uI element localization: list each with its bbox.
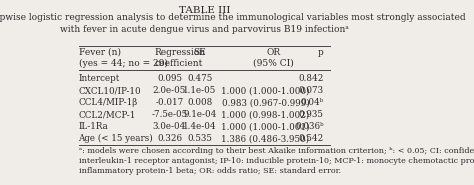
Text: 9.1e-04: 9.1e-04 (183, 110, 217, 119)
Text: 1.386 (0.486-3.950): 1.386 (0.486-3.950) (221, 134, 310, 143)
Text: 1.4e-04: 1.4e-04 (183, 122, 217, 131)
Text: -0.017: -0.017 (155, 98, 183, 107)
Text: 0.475: 0.475 (187, 74, 212, 83)
Text: p: p (318, 48, 324, 57)
Text: 1.000 (1.000-1.000): 1.000 (1.000-1.000) (221, 86, 310, 95)
Text: Regression
coefficient: Regression coefficient (155, 48, 205, 68)
Text: 0.095: 0.095 (157, 74, 182, 83)
Text: 0.073: 0.073 (299, 86, 324, 95)
Text: 1.000 (0.998-1.002): 1.000 (0.998-1.002) (221, 110, 310, 119)
Text: Intercept: Intercept (79, 74, 120, 83)
Text: 0.842: 0.842 (298, 74, 324, 83)
Text: 0.983 (0.967-0.999): 0.983 (0.967-0.999) (222, 98, 310, 107)
Text: CCL2/MCP-1: CCL2/MCP-1 (79, 110, 136, 119)
Text: TABLE III: TABLE III (179, 6, 231, 15)
Text: 0.04ᵇ: 0.04ᵇ (301, 98, 324, 107)
Text: 0.935: 0.935 (299, 110, 324, 119)
Text: 1.000 (1.000-1.001): 1.000 (1.000-1.001) (221, 122, 310, 131)
Text: Forward stepwise logistic regression analysis to determine the immunological var: Forward stepwise logistic regression ana… (0, 13, 465, 34)
Text: 2.0e-05: 2.0e-05 (153, 86, 186, 95)
Text: 0.008: 0.008 (187, 98, 212, 107)
Text: 0.036ᵇ: 0.036ᵇ (295, 122, 324, 131)
Text: 1.1e-05: 1.1e-05 (183, 86, 217, 95)
Text: IL-1Ra: IL-1Ra (79, 122, 109, 131)
Text: CXCL10/IP-10: CXCL10/IP-10 (79, 86, 141, 95)
Text: 0.542: 0.542 (298, 134, 324, 143)
Text: OR
(95% CI): OR (95% CI) (253, 48, 293, 68)
Text: 0.535: 0.535 (187, 134, 212, 143)
Text: CCL4/MIP-1β: CCL4/MIP-1β (79, 98, 138, 107)
Text: Fever (n)
(yes = 44; no = 29): Fever (n) (yes = 44; no = 29) (79, 48, 167, 68)
Text: Age (< 15 years): Age (< 15 years) (79, 134, 153, 143)
Text: ᵃ: models were chosen according to their best Akaike information criterion; ᵇ: <: ᵃ: models were chosen according to their… (79, 147, 474, 175)
Text: 0.326: 0.326 (157, 134, 182, 143)
Text: 3.0e-04: 3.0e-04 (153, 122, 186, 131)
Text: SE: SE (193, 48, 206, 57)
Text: -7.5e-05: -7.5e-05 (151, 110, 188, 119)
